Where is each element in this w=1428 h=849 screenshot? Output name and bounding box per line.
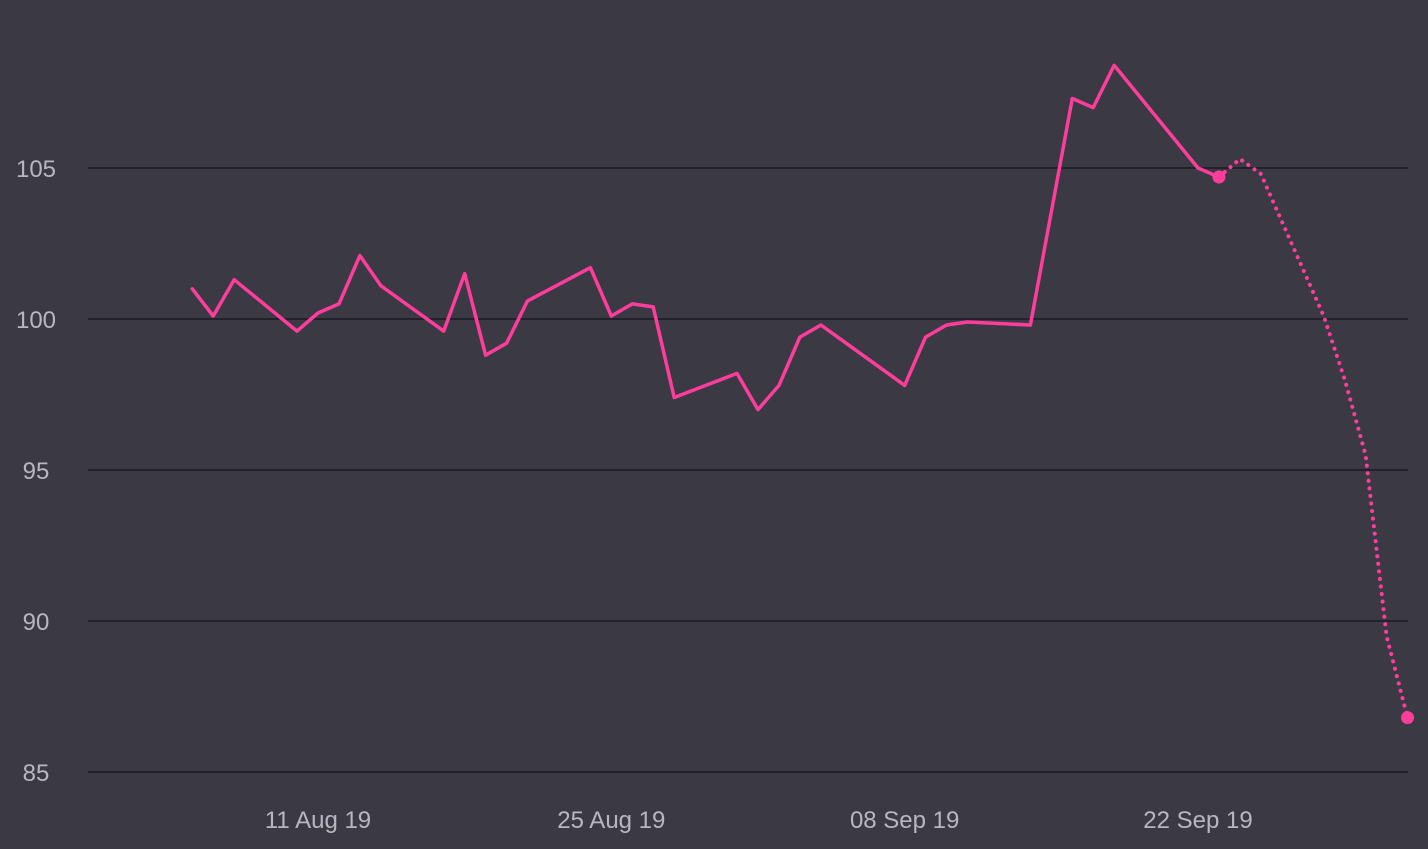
- series-layer: [190, 63, 1410, 720]
- y-tick-label: 95: [23, 458, 50, 485]
- marker-layer: [1212, 170, 1415, 725]
- forecast-end-marker[interactable]: [1401, 711, 1415, 725]
- x-axis-ticks: 11 Aug 19 25 Aug 19 08 Sep 19 22 Sep 19: [265, 807, 1253, 834]
- x-tick-label: 22 Sep 19: [1143, 807, 1252, 834]
- y-tick-label: 100: [16, 307, 56, 334]
- forecast-line: [1217, 156, 1410, 720]
- y-tick-label: 105: [16, 156, 56, 183]
- x-tick-label: 25 Aug 19: [557, 807, 665, 834]
- grid-layer: [88, 167, 1408, 773]
- y-axis-ticks: 85 90 95 100 105: [16, 156, 56, 787]
- y-tick-label: 90: [23, 609, 50, 636]
- x-tick-label: 11 Aug 19: [265, 807, 371, 834]
- price-line: [190, 63, 1221, 412]
- x-tick-label: 08 Sep 19: [850, 807, 959, 834]
- y-tick-label: 85: [23, 760, 50, 787]
- last-value-marker[interactable]: [1212, 170, 1226, 184]
